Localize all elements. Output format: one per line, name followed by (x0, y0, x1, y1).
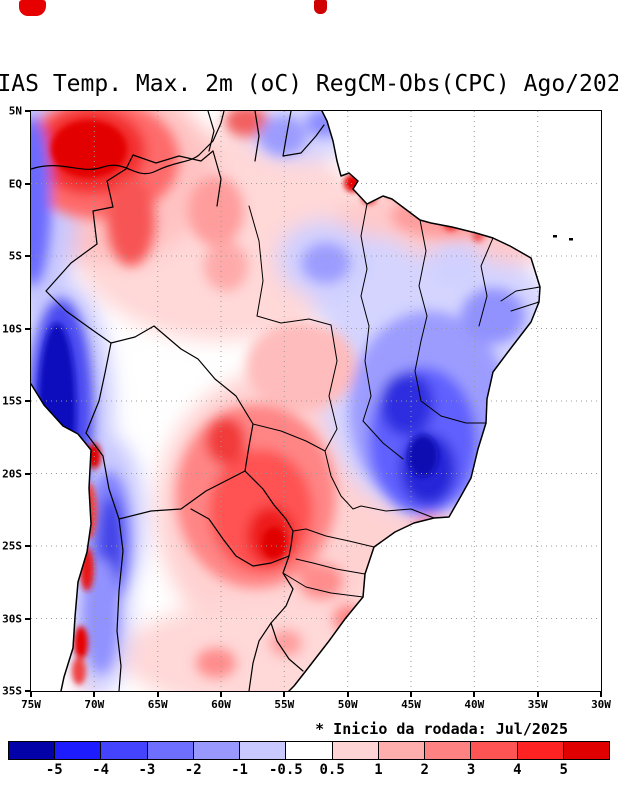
colorbar-segment (516, 742, 563, 759)
state-borders (248, 203, 541, 598)
lat-label: 30S (2, 612, 22, 625)
colorbar-segment (285, 742, 332, 759)
colorbar: -5 -4 -3 -2 -1 -0.5 0.5 1 2 3 4 5 (8, 741, 610, 780)
colorbar-segments (8, 741, 610, 760)
lat-label: 5N (8, 104, 22, 118)
lon-tick (220, 692, 222, 697)
colorbar-tick-label: 0.5 (319, 762, 345, 778)
lat-label: 20S (2, 467, 22, 480)
island-marks (553, 235, 573, 241)
lon-label: 60W (211, 698, 231, 711)
coastline (31, 111, 541, 691)
lon-tick (346, 692, 349, 697)
lon-tick (600, 692, 602, 697)
latitude-axis: 5N EQ 5S 10S 15S 20S 25S 30S 35S (0, 106, 30, 697)
colorbar-tick-label: -0.5 (268, 762, 303, 778)
lon-label: 65W (147, 698, 168, 711)
lat-label: 5S (8, 249, 22, 263)
lon-label: 55W (274, 698, 295, 711)
figure-title: IAS Temp. Max. 2m (oC) RegCM-Obs(CPC) Ag… (0, 71, 618, 97)
colorbar-tick-label: -1 (231, 762, 248, 778)
lon-label: 45W (401, 698, 421, 711)
top-crop-mark-right (314, 0, 327, 14)
lon-label: 70W (84, 698, 105, 711)
lon-tick (156, 692, 159, 697)
lat-label: EQ (8, 177, 22, 190)
colorbar-tick-label: -3 (138, 762, 156, 778)
lon-tick (93, 692, 96, 697)
lon-label: 35W (527, 698, 548, 711)
colorbar-tick-label: 2 (420, 762, 429, 778)
lat-tick (25, 545, 30, 547)
colorbar-tick-label: 4 (513, 762, 522, 778)
colorbar-segment (9, 742, 55, 759)
lat-label: 25S (2, 539, 22, 553)
lat-tick (25, 255, 30, 257)
anomaly-map (31, 111, 601, 691)
grid-lines (31, 111, 601, 691)
colorbar-segment (424, 742, 471, 759)
colorbar-segment (239, 742, 286, 759)
lat-label: 10S (2, 322, 22, 335)
lon-tick (283, 692, 286, 697)
lat-label: 15S (2, 394, 22, 408)
lon-label: 40W (464, 698, 485, 711)
colorbar-segment (54, 742, 101, 759)
lon-tick (30, 692, 32, 697)
lat-tick (25, 690, 30, 692)
lon-tick (473, 692, 476, 697)
colorbar-tick-label: 5 (559, 762, 568, 778)
colorbar-segment (470, 742, 517, 759)
lat-tick (25, 182, 30, 185)
lat-tick (25, 110, 30, 112)
colorbar-segment (331, 742, 378, 759)
colorbar-tick-label: 1 (374, 762, 383, 778)
lon-tick (410, 692, 412, 697)
lat-tick (25, 327, 30, 330)
lon-tick (536, 692, 539, 697)
colorbar-tick-label: -2 (184, 762, 202, 778)
colorbar-segment (100, 742, 147, 759)
lat-tick (25, 472, 30, 475)
lon-label: 50W (337, 698, 358, 711)
colorbar-segment (146, 742, 193, 759)
country-borders (31, 111, 325, 691)
colorbar-segment (562, 742, 610, 759)
lat-label: 35S (2, 684, 22, 698)
colorbar-segment (192, 742, 240, 759)
colorbar-tick-label: -4 (92, 762, 110, 778)
colorbar-segment (377, 742, 425, 759)
lon-label: 30W (591, 698, 611, 711)
colorbar-labels: -5 -4 -3 -2 -1 -0.5 0.5 1 2 3 4 5 (8, 762, 610, 780)
lat-tick (25, 617, 30, 620)
run-start-note: * Inicio da rodada: Jul/2025 (315, 720, 568, 738)
colorbar-tick-label: 3 (466, 762, 476, 778)
colorbar-tick-label: -5 (45, 762, 63, 778)
top-crop-mark-left (19, 0, 46, 16)
lat-tick (25, 400, 30, 402)
map-frame (30, 110, 602, 692)
longitude-axis: 75W 70W 65W 60W 55W 50W 45W 40W 35W 30W (21, 692, 611, 714)
lon-label: 75W (21, 698, 41, 711)
